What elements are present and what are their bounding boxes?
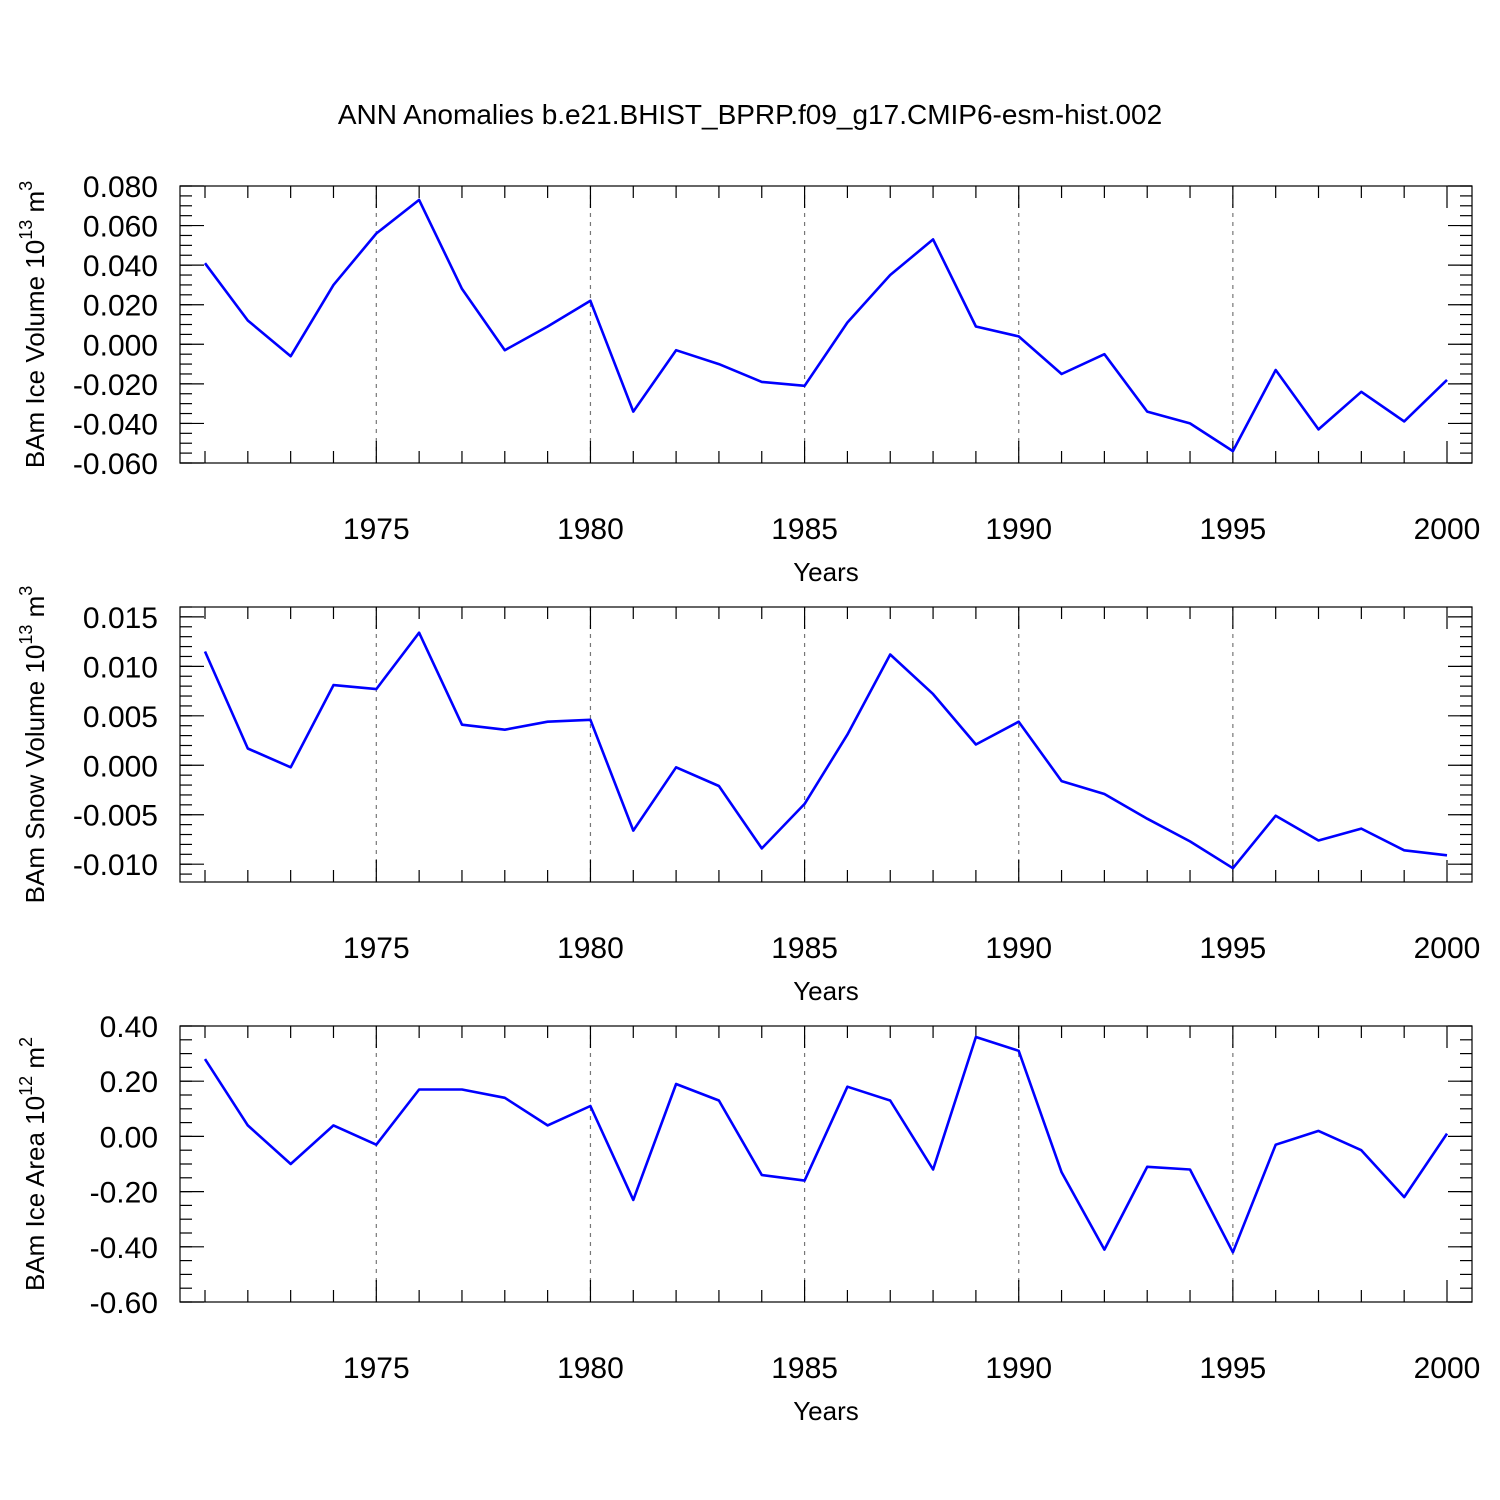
ice-area-plot-frame [179, 1025, 1473, 1303]
ice-volume-panel: 0.080 0.060 0.040 0.020 0.000 -0.020 -0.040 -0.… [16, 171, 1480, 587]
ice-area-y-axis-label-ylabel-main: BAm Ice Area 10 [20, 1096, 50, 1291]
ice-area-series-line [203, 1035, 1449, 1254]
snow-volume-y-axis-label: BAm Snow Volume 1013 m3 [16, 586, 50, 904]
snow-volume-x-tick-label: 1995 [1199, 932, 1266, 965]
snow-volume-y-axis-label-ylabel-unit-exp: 3 [16, 586, 36, 596]
ice-volume-y-axis-label-ylabel-exp: 13 [16, 220, 36, 240]
snow-volume-y-axis-label-ylabel-unit: m [20, 596, 50, 625]
snow-volume-y-tick-label: -0.010 [73, 849, 158, 882]
ice-volume-x-tick-label: 1980 [557, 513, 624, 546]
ice-volume-x-tick-label: 1975 [343, 513, 410, 546]
ice-volume-y-tick-label: 0.020 [83, 290, 158, 323]
ice-volume-y-tick-label: -0.060 [73, 448, 158, 481]
ice-area-y-tick-label: 0.20 [100, 1066, 158, 1099]
snow-volume-y-tick-label: 0.000 [83, 750, 158, 783]
ice-area-x-tick-label: 1990 [985, 1352, 1052, 1385]
ice-area-x-axis-label: Years [793, 1396, 859, 1426]
ice-volume-y-tick-label: 0.000 [83, 329, 158, 362]
snow-volume-y-axis-label-ylabel-exp: 13 [16, 625, 36, 645]
ice-area-y-tick-label: -0.20 [90, 1177, 158, 1210]
ice-volume-x-axis-label: Years [793, 557, 859, 587]
ice-area-y-tick-label: 0.40 [100, 1011, 158, 1044]
ice-volume-x-tick-label: 1995 [1199, 513, 1266, 546]
snow-volume-y-axis-label-ylabel-main: BAm Snow Volume 10 [20, 645, 50, 904]
snow-volume-plot-frame [179, 606, 1473, 883]
ice-volume-y-tick-label: 0.080 [83, 171, 158, 204]
ice-area-panel: 0.40 0.20 0.00 -0.20 -0.40 -0.60 1975 1980 1985 1… [16, 1011, 1480, 1426]
snow-volume-x-tick-label: 1990 [985, 932, 1052, 965]
ice-volume-y-tick-label: 0.060 [83, 211, 158, 244]
ice-volume-y-axis-label-ylabel-unit-exp: 3 [16, 181, 36, 191]
ice-volume-plot-frame [179, 185, 1473, 464]
ice-area-y-tick-label: 0.00 [100, 1121, 158, 1154]
ice-volume-y-axis-label: BAm Ice Volume 1013 m3 [16, 181, 50, 468]
ice-area-x-tick-label: 1975 [343, 1352, 410, 1385]
ice-volume-x-tick-label: 2000 [1414, 513, 1481, 546]
snow-volume-x-tick-label: 1975 [343, 932, 410, 965]
snow-volume-x-tick-label: 2000 [1414, 932, 1481, 965]
ice-volume-y-tick-label: 0.040 [83, 250, 158, 283]
ice-area-x-tick-label: 1980 [557, 1352, 624, 1385]
ice-area-y-axis-label-ylabel-exp: 12 [16, 1076, 36, 1096]
figure-title: ANN Anomalies b.e21.BHIST_BPRP.f09_g17.C… [338, 99, 1162, 130]
snow-volume-y-tick-label: 0.005 [83, 701, 158, 734]
snow-volume-x-tick-label: 1985 [771, 932, 838, 965]
ice-volume-series-line [203, 198, 1448, 453]
ice-volume-y-axis-label-ylabel-unit: m [20, 191, 50, 220]
ice-area-y-tick-label: -0.60 [90, 1287, 158, 1320]
ice-area-x-tick-label: 2000 [1414, 1352, 1481, 1385]
ice-area-y-tick-label: -0.40 [90, 1232, 158, 1265]
ice-volume-x-tick-label: 1990 [985, 513, 1052, 546]
ice-area-y-axis-label-ylabel-unit-exp: 2 [16, 1037, 36, 1047]
snow-volume-y-tick-label: 0.010 [83, 651, 158, 684]
ice-area-x-tick-label: 1985 [771, 1352, 838, 1385]
ice-volume-x-tick-label: 1985 [771, 513, 838, 546]
snow-volume-x-axis-label: Years [793, 976, 859, 1006]
snow-volume-panel: 0.015 0.010 0.005 0.000 -0.005 -0.010 1975 1980… [16, 586, 1480, 1006]
ice-area-x-tick-label: 1995 [1199, 1352, 1266, 1385]
ice-volume-y-tick-label: -0.040 [73, 408, 158, 441]
ice-volume-y-tick-label: -0.020 [73, 369, 158, 402]
snow-volume-y-tick-label: 0.015 [83, 602, 158, 635]
ice-volume-y-axis-label-ylabel-main: BAm Ice Volume 10 [20, 240, 50, 468]
ice-area-y-axis-label-ylabel-unit: m [20, 1047, 50, 1076]
snow-volume-x-tick-label: 1980 [557, 932, 624, 965]
ice-area-y-axis-label: BAm Ice Area 1012 m2 [16, 1037, 50, 1291]
snow-volume-y-tick-label: -0.005 [73, 800, 158, 833]
snow-volume-series-line [203, 631, 1448, 870]
